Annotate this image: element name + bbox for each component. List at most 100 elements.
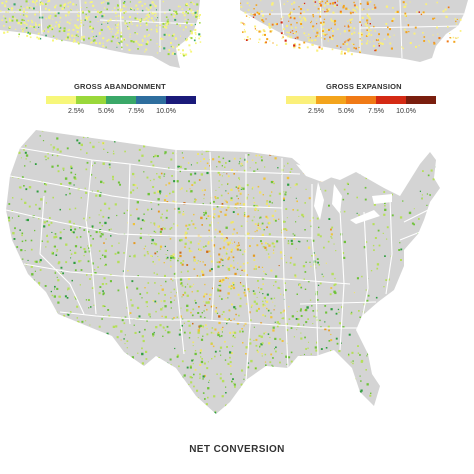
land-change-pixel (318, 30, 321, 32)
land-change-pixel (320, 11, 322, 13)
land-change-pixel (256, 391, 258, 393)
land-change-pixel (165, 16, 168, 18)
land-change-pixel (350, 21, 352, 23)
land-change-pixel (90, 274, 93, 276)
land-change-pixel (158, 369, 161, 372)
land-change-pixel (55, 128, 57, 130)
land-change-pixel (89, 244, 92, 247)
land-change-pixel (195, 227, 197, 229)
land-change-pixel (188, 223, 191, 226)
land-change-pixel (152, 333, 155, 336)
land-change-pixel (273, 297, 276, 299)
land-change-pixel (98, 32, 101, 34)
land-change-pixel (131, 356, 134, 359)
land-change-pixel (361, 9, 364, 11)
land-change-pixel (66, 36, 69, 39)
land-change-pixel (120, 396, 123, 399)
land-change-pixel (3, 15, 5, 17)
great-lakes (296, 164, 392, 224)
abandonment-tick-3: 7.5% (128, 108, 144, 115)
land-change-pixel (125, 43, 127, 45)
land-change-pixel (188, 247, 191, 250)
land-change-pixel (294, 37, 296, 39)
land-change-pixel (205, 150, 208, 153)
land-change-pixel (18, 36, 20, 38)
land-change-pixel (391, 20, 394, 22)
land-change-pixel (410, 125, 412, 127)
land-change-pixel (243, 169, 247, 173)
land-change-pixel (370, 29, 372, 32)
land-change-pixel (318, 390, 322, 393)
land-change-pixel (111, 136, 113, 139)
land-change-pixel (95, 194, 98, 197)
land-change-pixel (261, 378, 263, 380)
land-change-pixel (63, 30, 66, 32)
land-change-pixel (223, 239, 226, 242)
land-change-pixel (296, 392, 298, 395)
land-change-pixel (240, 130, 242, 132)
land-change-pixel (92, 4, 95, 7)
land-change-pixel (324, 11, 326, 13)
land-change-pixel (178, 137, 181, 140)
land-change-pixel (269, 13, 271, 16)
land-change-pixel (39, 269, 42, 271)
land-change-pixel (182, 213, 185, 216)
land-change-pixel (224, 166, 226, 168)
land-change-pixel (99, 221, 101, 224)
land-change-pixel (204, 283, 206, 286)
land-change-pixel (239, 282, 242, 284)
land-change-pixel (265, 249, 268, 251)
land-change-pixel (152, 335, 154, 337)
land-change-pixel (95, 35, 98, 37)
land-change-pixel (165, 254, 167, 255)
land-change-pixel (255, 268, 257, 270)
land-change-pixel (54, 233, 57, 235)
land-change-pixel (263, 270, 265, 273)
land-change-pixel (269, 30, 272, 33)
land-change-pixel (107, 398, 109, 400)
land-change-pixel (355, 409, 358, 412)
land-change-pixel (73, 176, 76, 179)
land-change-pixel (48, 15, 50, 17)
land-change-pixel (168, 167, 170, 169)
land-change-pixel (280, 311, 282, 314)
land-change-pixel (312, 25, 314, 28)
land-change-pixel (49, 312, 52, 315)
land-change-pixel (179, 170, 181, 173)
land-change-pixel (33, 417, 35, 419)
land-change-pixel (414, 26, 417, 29)
land-change-pixel (23, 356, 26, 359)
land-change-pixel (197, 260, 199, 262)
land-change-pixel (230, 199, 232, 201)
land-change-pixel (266, 293, 269, 296)
land-change-pixel (373, 249, 375, 251)
expansion-swatch-1 (286, 96, 316, 104)
land-change-pixel (361, 135, 364, 138)
land-change-pixel (88, 307, 90, 309)
land-change-pixel (393, 328, 395, 330)
land-change-pixel (343, 210, 346, 213)
land-change-pixel (348, 353, 350, 355)
land-change-pixel (43, 30, 45, 32)
land-change-pixel (312, 310, 315, 312)
land-change-pixel (117, 4, 119, 7)
land-change-pixel (266, 201, 268, 203)
land-change-pixel (23, 8, 25, 10)
land-change-pixel (266, 38, 269, 41)
land-change-pixel (321, 273, 323, 275)
land-change-pixel (26, 306, 29, 309)
land-change-pixel (234, 386, 236, 388)
land-change-pixel (372, 244, 375, 247)
land-change-pixel (300, 19, 303, 22)
land-change-pixel (155, 326, 158, 329)
land-change-pixel (75, 409, 78, 411)
land-change-pixel (178, 333, 181, 336)
land-change-pixel (194, 172, 197, 175)
land-change-pixel (139, 19, 142, 22)
land-change-pixel (150, 28, 153, 31)
land-change-pixel (366, 299, 369, 302)
land-change-pixel (334, 277, 336, 280)
land-change-pixel (9, 308, 11, 310)
land-change-pixel (432, 178, 435, 181)
land-change-pixel (184, 291, 187, 294)
